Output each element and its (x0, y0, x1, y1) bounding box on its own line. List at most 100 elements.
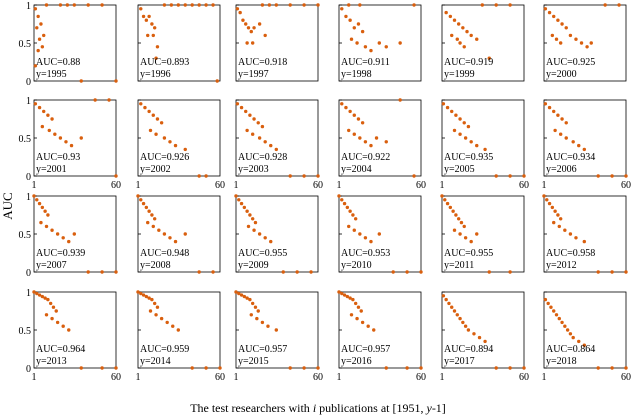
data-point (146, 33, 150, 38)
data-point (250, 41, 255, 45)
data-point (152, 217, 157, 221)
x-tick-label: 1 (337, 372, 342, 383)
data-point (147, 296, 151, 300)
data-point (443, 198, 447, 202)
data-point (55, 320, 60, 325)
data-point (560, 320, 564, 325)
data-point (159, 316, 164, 321)
data-point (86, 270, 90, 274)
data-point (377, 41, 382, 45)
data-point (215, 79, 219, 83)
data-point (363, 140, 368, 144)
data-point (337, 290, 341, 294)
year-label: y=1996 (140, 69, 171, 80)
data-point (79, 136, 83, 140)
data-point (61, 236, 65, 240)
data-point (558, 132, 563, 136)
data-point (617, 3, 621, 7)
data-point (69, 143, 74, 148)
data-point (348, 109, 352, 114)
y-tick-label: 0 (26, 77, 31, 88)
data-point (458, 316, 462, 321)
data-point (347, 128, 351, 133)
data-point (100, 366, 104, 370)
data-point (36, 14, 40, 19)
data-point (266, 324, 270, 328)
data-point (463, 236, 468, 240)
data-point (260, 320, 265, 325)
auc-label: AUC=0.955 (238, 248, 287, 259)
data-point (454, 213, 458, 217)
data-point (64, 140, 68, 144)
y-axis-label: AUC (0, 192, 15, 219)
data-point (579, 41, 584, 45)
data-point (477, 335, 482, 340)
data-point (35, 26, 39, 30)
data-point (86, 3, 90, 7)
data-point (553, 209, 557, 213)
data-point (560, 22, 564, 26)
data-point (244, 22, 248, 26)
auc-label: AUC=0.958 (546, 248, 595, 259)
data-point (269, 143, 273, 148)
y-tick-label: 0 (26, 364, 31, 375)
data-point (37, 37, 42, 41)
data-point (458, 132, 462, 136)
year-label: y=2003 (238, 164, 269, 175)
data-point (463, 136, 468, 140)
data-point (574, 236, 578, 240)
y-tick-label: 1 (26, 1, 31, 12)
data-point (139, 198, 143, 202)
data-point (547, 201, 552, 206)
data-point (369, 48, 373, 53)
data-point (355, 41, 359, 45)
data-point (472, 332, 476, 336)
data-point (257, 136, 262, 140)
data-point (248, 297, 252, 302)
data-point (522, 366, 526, 370)
data-point (154, 132, 158, 136)
data-point (419, 366, 423, 370)
data-point (139, 291, 143, 296)
auc-label: AUC=0.935 (444, 152, 493, 163)
data-point (33, 7, 38, 11)
data-point (155, 45, 160, 49)
x-tick-label: 1 (440, 180, 445, 191)
data-point (359, 309, 363, 313)
x-axis-label-middle: publications at [1951, (316, 401, 426, 415)
data-point (469, 140, 473, 144)
data-point (543, 297, 548, 302)
data-point (564, 121, 568, 125)
data-point (253, 220, 258, 225)
data-point (143, 105, 147, 110)
data-point (556, 113, 560, 117)
y-tick-label: 0.5 (19, 230, 32, 241)
data-point (162, 232, 167, 236)
data-point (582, 147, 587, 152)
data-point (596, 270, 600, 274)
year-label: y=1995 (36, 69, 67, 80)
data-point (452, 128, 457, 133)
x-tick-label: 60 (111, 372, 121, 383)
data-point (114, 270, 118, 274)
data-point (65, 3, 70, 7)
data-point (39, 22, 43, 26)
data-point (398, 98, 402, 102)
data-point (239, 293, 244, 297)
data-point (552, 109, 556, 114)
data-point (152, 26, 157, 30)
data-point (197, 174, 201, 178)
x-axis-label: The test researchers with i publications… (190, 401, 446, 415)
data-point (146, 220, 150, 225)
data-point (340, 7, 344, 11)
data-point (47, 128, 51, 133)
y-tick-label: 0.5 (19, 134, 32, 145)
data-point (37, 105, 42, 110)
data-point (582, 239, 587, 244)
